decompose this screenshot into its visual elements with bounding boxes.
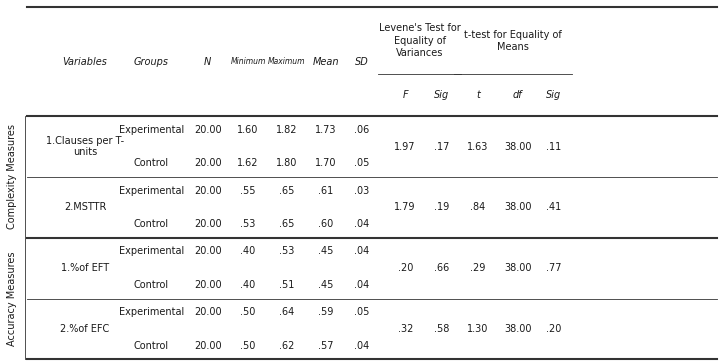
Text: Maximum: Maximum [268,57,306,66]
Text: 1.70: 1.70 [315,158,337,168]
Text: 20.00: 20.00 [194,307,221,317]
Text: Minimum: Minimum [230,57,266,66]
Text: 20.00: 20.00 [194,125,221,135]
Text: 20.00: 20.00 [194,341,221,351]
Text: .45: .45 [318,246,334,256]
Text: .05: .05 [354,158,370,168]
Text: 38.00: 38.00 [504,324,531,334]
Text: .51: .51 [279,280,295,290]
Text: 1.62: 1.62 [237,158,259,168]
Text: 1.63: 1.63 [467,142,489,152]
Text: .32: .32 [397,324,413,334]
Text: .40: .40 [240,246,256,256]
Text: 1.30: 1.30 [467,324,489,334]
Text: Experimental: Experimental [119,307,184,317]
Text: Control: Control [134,158,169,168]
Text: 20.00: 20.00 [194,246,221,256]
Text: 38.00: 38.00 [504,142,531,152]
Text: Levene's Test for
Equality of
Variances: Levene's Test for Equality of Variances [379,24,461,58]
Text: .59: .59 [318,307,334,317]
Text: 38.00: 38.00 [504,263,531,273]
Text: .45: .45 [318,280,334,290]
Text: .04: .04 [354,219,370,229]
Text: .77: .77 [546,263,562,273]
Text: Variables: Variables [63,57,107,67]
Text: SD: SD [355,57,369,67]
Text: Mean: Mean [313,57,339,67]
Text: .20: .20 [546,324,562,334]
Text: .57: .57 [318,341,334,351]
Text: Experimental: Experimental [119,246,184,256]
Text: 38.00: 38.00 [504,202,531,212]
Text: 20.00: 20.00 [194,219,221,229]
Text: 20.00: 20.00 [194,158,221,168]
Text: .53: .53 [279,246,295,256]
Text: Groups: Groups [134,57,169,67]
Text: .19: .19 [433,202,449,212]
Text: 2.%of EFC: 2.%of EFC [61,324,110,334]
Text: .66: .66 [433,263,449,273]
Text: 1.82: 1.82 [276,125,298,135]
Text: 1.80: 1.80 [276,158,298,168]
Text: 1.60: 1.60 [237,125,259,135]
Text: Accuracy Measures: Accuracy Measures [6,251,17,346]
Text: .17: .17 [433,142,449,152]
Text: 1.Clauses per T-
units: 1.Clauses per T- units [46,136,124,158]
Text: t: t [476,90,480,100]
Text: Experimental: Experimental [119,185,184,196]
Text: .84: .84 [470,202,486,212]
Text: .40: .40 [240,280,256,290]
Text: Control: Control [134,341,169,351]
Text: .04: .04 [354,280,370,290]
Text: 20.00: 20.00 [194,185,221,196]
Text: .11: .11 [546,142,562,152]
Text: df: df [513,90,523,100]
Text: .61: .61 [318,185,334,196]
Text: Control: Control [134,219,169,229]
Text: Control: Control [134,280,169,290]
Text: .06: .06 [354,125,370,135]
Text: Complexity Measures: Complexity Measures [6,125,17,229]
Text: F: F [402,90,408,100]
Text: .50: .50 [240,341,256,351]
Text: .04: .04 [354,341,370,351]
Text: .04: .04 [354,246,370,256]
Text: .62: .62 [279,341,295,351]
Text: Experimental: Experimental [119,125,184,135]
Text: 1.79: 1.79 [394,202,416,212]
Text: .20: .20 [397,263,413,273]
Text: 1.97: 1.97 [394,142,416,152]
Text: .41: .41 [546,202,562,212]
Text: Sig: Sig [433,90,449,100]
Text: .05: .05 [354,307,370,317]
Text: 1.73: 1.73 [315,125,337,135]
Text: .65: .65 [279,219,295,229]
Text: 2.MSTTR: 2.MSTTR [64,202,106,212]
Text: Sig: Sig [546,90,562,100]
Text: .60: .60 [318,219,334,229]
Text: .65: .65 [279,185,295,196]
Text: .29: .29 [470,263,486,273]
Text: 1.%of EFT: 1.%of EFT [61,263,109,273]
Text: .50: .50 [240,307,256,317]
Text: .03: .03 [354,185,370,196]
Text: .53: .53 [240,219,256,229]
Text: .58: .58 [433,324,449,334]
Text: N: N [204,57,211,67]
Text: 20.00: 20.00 [194,280,221,290]
Text: .64: .64 [279,307,295,317]
Text: t-test for Equality of
Means: t-test for Equality of Means [464,30,562,52]
Text: .55: .55 [240,185,256,196]
